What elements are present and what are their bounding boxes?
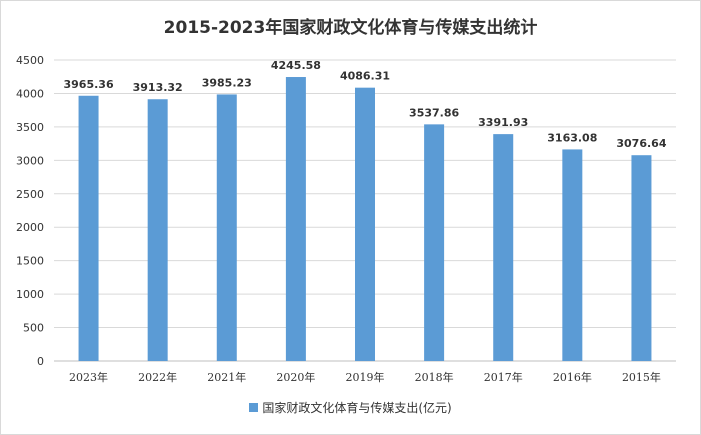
y-tick-label: 500: [23, 322, 44, 335]
y-tick-label: 3500: [16, 121, 44, 134]
x-tick-label: 2017年: [484, 370, 523, 384]
x-tick-label: 2023年: [69, 370, 108, 384]
bar: [147, 99, 168, 361]
bar: [216, 94, 237, 361]
bar: [355, 87, 375, 361]
data-label: 3537.86: [409, 106, 459, 119]
data-label: 3163.08: [547, 131, 597, 144]
x-tick-label: 2020年: [276, 370, 315, 384]
x-tick-label: 2018年: [415, 370, 454, 384]
x-tick-label: 2021年: [207, 370, 246, 384]
data-label: 3913.32: [133, 81, 183, 94]
data-labels: 3965.36 3913.32 3985.23 4245.58 4086.31 3537.…: [64, 59, 667, 150]
bars: [78, 77, 652, 361]
y-tick-label: 3000: [16, 154, 44, 167]
y-tick-label: 2000: [16, 221, 44, 234]
x-tick-label: 2016年: [553, 370, 592, 384]
y-tick-label: 4500: [16, 54, 44, 67]
bar: [285, 77, 306, 361]
x-axis-ticks: 2023年 2022年 2021年 2020年 2019年 2018年 2017年 2016年…: [69, 370, 661, 384]
legend-swatch: [249, 403, 259, 412]
legend-label: 国家财政文化体育与传媒支出(亿元): [262, 401, 452, 415]
y-tick-label: 1500: [16, 255, 44, 268]
bar: [562, 149, 583, 361]
bar: [493, 134, 514, 361]
y-tick-label: 2500: [16, 188, 44, 201]
bar: [631, 155, 652, 361]
data-label: 3391.93: [478, 116, 528, 129]
y-tick-label: 1000: [16, 288, 44, 301]
chart-title: 2015-2023年国家财政文化体育与传媒支出统计: [163, 18, 538, 38]
bar: [424, 124, 445, 361]
x-tick-label: 2019年: [346, 370, 385, 384]
data-label: 4086.31: [340, 70, 390, 83]
data-label: 3076.64: [616, 137, 666, 150]
bar: [78, 95, 99, 361]
data-label: 4245.58: [271, 59, 321, 72]
data-label: 3965.36: [64, 78, 114, 91]
y-axis-ticks: 0 500 1000 1500 2000 2500 3000 3500 4000 4500: [16, 54, 44, 368]
y-tick-label: 0: [37, 355, 44, 368]
x-tick-label: 2015年: [622, 370, 661, 384]
data-label: 3985.23: [202, 76, 252, 89]
y-tick-label: 4000: [16, 87, 44, 100]
x-tick-label: 2022年: [138, 370, 177, 384]
legend: 国家财政文化体育与传媒支出(亿元): [1, 399, 700, 416]
